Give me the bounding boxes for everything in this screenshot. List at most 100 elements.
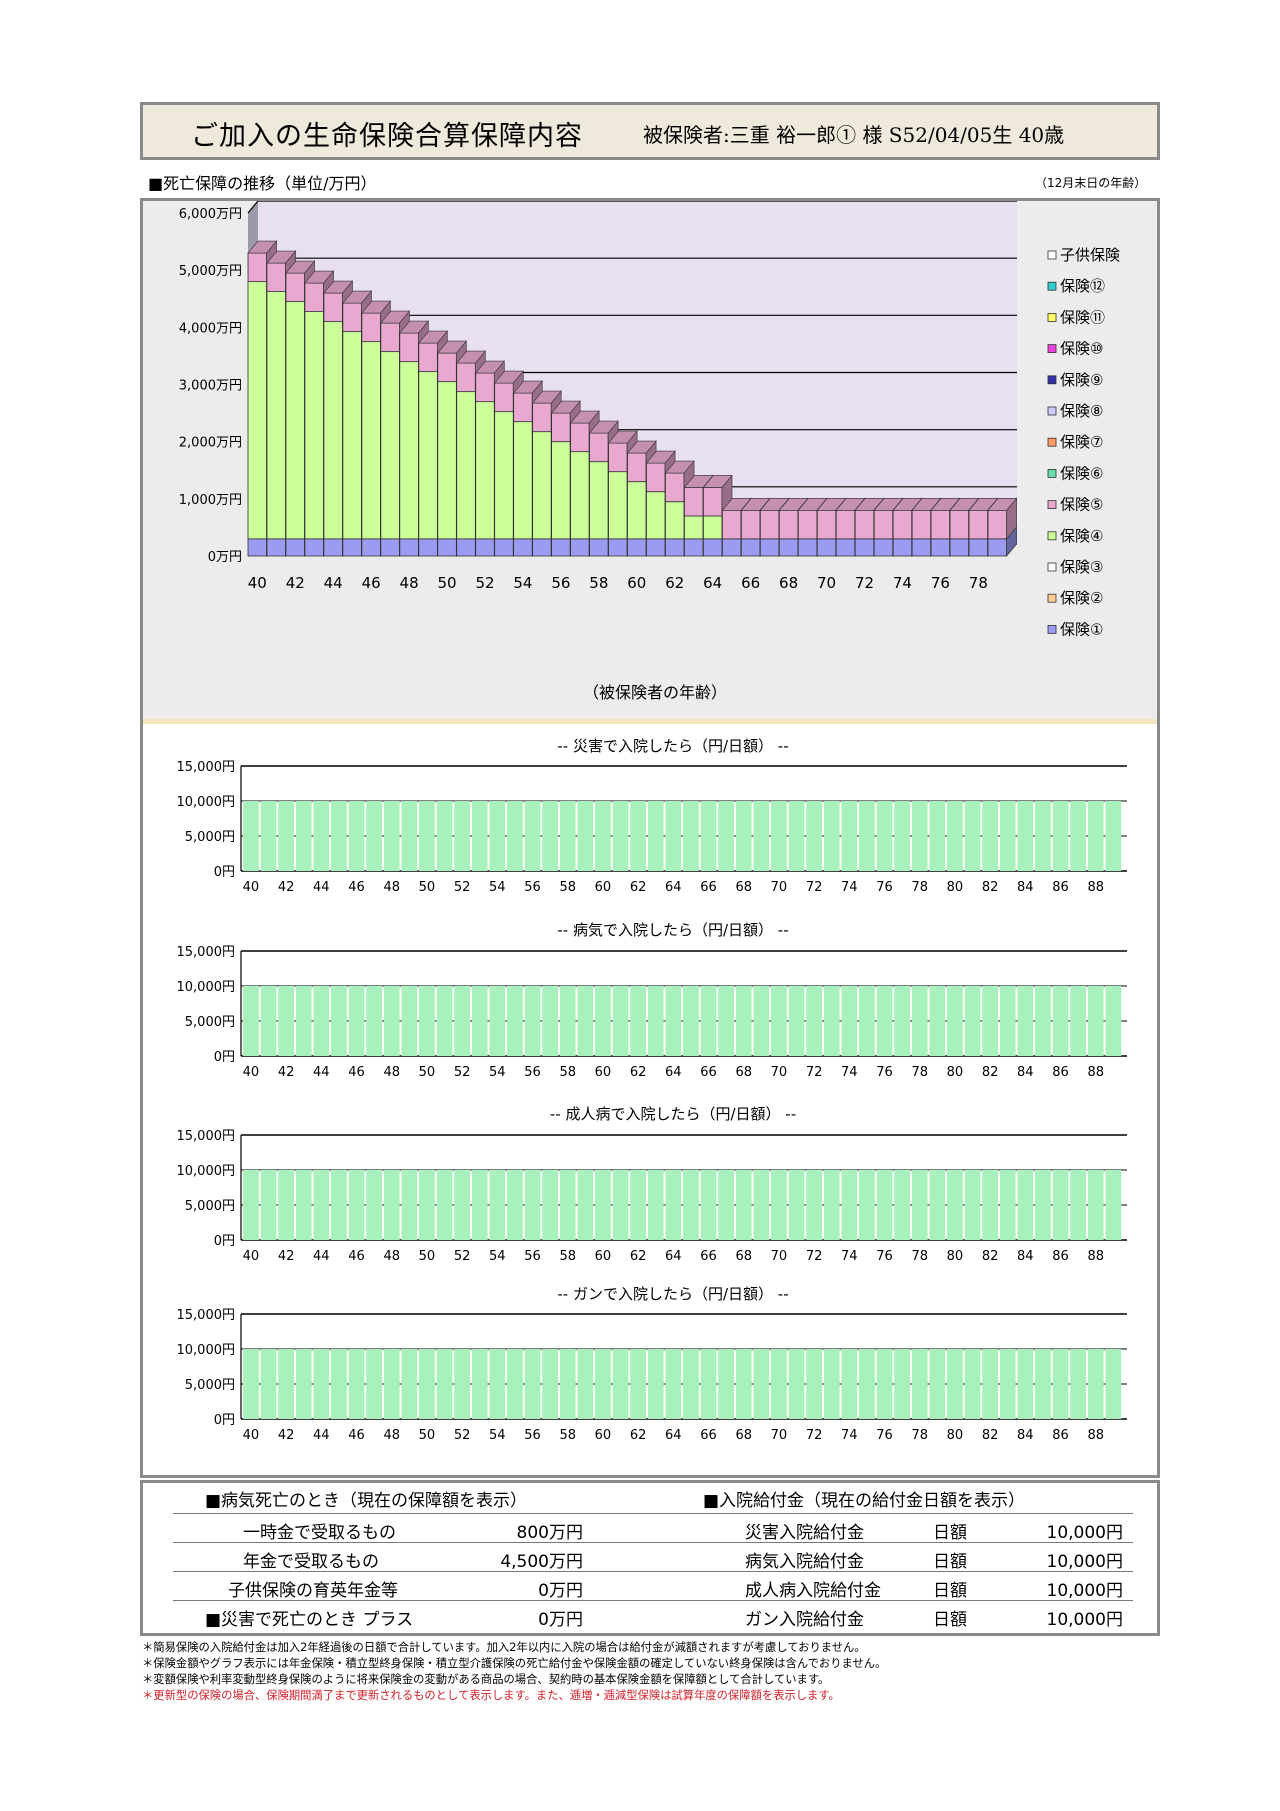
x-tick-label: 46	[348, 1065, 365, 1080]
x-tick-label: 80	[947, 1428, 964, 1443]
bar-segment	[380, 322, 400, 353]
bar	[665, 1170, 682, 1240]
bar	[524, 1170, 541, 1240]
bar	[823, 986, 840, 1056]
bar	[788, 801, 805, 871]
bar	[1052, 801, 1069, 871]
x-tick-label: 54	[513, 574, 532, 592]
x-tick-label: 84	[1017, 880, 1034, 895]
x-tick-label: 84	[1017, 1249, 1034, 1264]
bar	[436, 1170, 453, 1240]
bar	[630, 1170, 647, 1240]
bar	[507, 986, 523, 1056]
x-tick-label: 44	[324, 574, 343, 592]
bar	[894, 1170, 911, 1240]
bar-segment	[759, 538, 780, 557]
y-tick-label: 10,000円	[177, 1343, 236, 1358]
x-tick-label: 48	[383, 880, 400, 895]
bar-segment	[911, 509, 932, 540]
bar	[1017, 986, 1034, 1056]
x-tick-label: 66	[700, 1428, 717, 1443]
x-tick-label: 44	[313, 1428, 330, 1443]
x-tick-label: 48	[383, 1065, 400, 1080]
x-tick-label: 66	[700, 1249, 717, 1264]
bar	[260, 986, 277, 1056]
x-tick-label: 80	[947, 1065, 964, 1080]
bar-segment	[778, 509, 799, 540]
bar-segment	[342, 538, 362, 557]
bar	[524, 986, 541, 1056]
bar	[841, 801, 858, 871]
bar	[876, 801, 893, 871]
cancer-benefit-value: 10,000円	[1046, 1610, 1123, 1630]
x-tick-label: 74	[893, 574, 912, 592]
bar-segment	[399, 538, 419, 557]
bar	[331, 986, 347, 1056]
bar-segment	[930, 538, 951, 557]
x-tick-label: 68	[735, 1065, 752, 1080]
bar-segment	[247, 281, 267, 540]
bar-top	[626, 440, 657, 454]
bar-segment	[551, 412, 571, 443]
footnote-highlight: ＊更新型の保険の場合、保険期間満了まで更新されるものとして表示します。また、逓増…	[142, 1689, 840, 1702]
bar-top	[569, 410, 600, 424]
bar	[1052, 986, 1069, 1056]
bar	[489, 801, 506, 871]
bar	[806, 986, 823, 1056]
bar	[771, 1349, 787, 1419]
bar	[911, 801, 928, 871]
x-tick-label: 86	[1052, 1428, 1069, 1443]
legend-swatch	[1047, 437, 1057, 447]
bar-segment	[304, 282, 324, 313]
bar-segment	[570, 538, 590, 557]
child-pension-value: 0万円	[538, 1581, 583, 1601]
legend-swatch	[1047, 344, 1057, 354]
x-tick-label: 48	[383, 1249, 400, 1264]
bar-top	[399, 320, 430, 334]
bar-segment	[418, 342, 438, 373]
x-tick-label: 58	[559, 880, 576, 895]
bar	[806, 801, 823, 871]
bar	[612, 801, 629, 871]
accident-benefit-label: 災害入院給付金	[745, 1523, 864, 1543]
bar	[542, 1170, 559, 1240]
bar	[278, 1349, 295, 1419]
bar	[489, 1170, 506, 1240]
bar	[313, 1349, 330, 1419]
bar-segment	[570, 422, 590, 453]
bar	[577, 1170, 594, 1240]
bar	[612, 1170, 629, 1240]
x-tick-label: 86	[1052, 1249, 1069, 1264]
bar	[419, 801, 435, 871]
bar	[331, 1170, 347, 1240]
x-tick-label: 50	[419, 1065, 436, 1080]
annuity-label: 年金で受取るもの	[243, 1552, 379, 1572]
legend-swatch	[1047, 406, 1057, 416]
x-tick-label: 68	[779, 574, 798, 592]
x-tick-label: 50	[419, 1249, 436, 1264]
bar	[700, 1170, 717, 1240]
bar-segment	[513, 538, 533, 557]
legend-label: 保険⑨	[1060, 371, 1103, 389]
bar	[859, 1170, 875, 1240]
bar	[1052, 1170, 1069, 1240]
bar-segment	[759, 509, 780, 540]
x-tick-label: 78	[911, 1428, 928, 1443]
bar	[876, 986, 893, 1056]
x-tick-label: 80	[947, 1249, 964, 1264]
bar-segment	[418, 538, 438, 557]
bar	[894, 1349, 911, 1419]
bar	[1105, 986, 1122, 1056]
bar-segment	[627, 481, 647, 540]
x-tick-label: 62	[630, 1249, 647, 1264]
bar	[806, 1349, 823, 1419]
bar	[454, 1170, 471, 1240]
bar-segment	[797, 538, 818, 557]
bar	[735, 1170, 752, 1240]
bar	[507, 1349, 523, 1419]
bar	[243, 801, 259, 871]
accident-benefit-value: 10,000円	[1046, 1523, 1123, 1543]
bar	[911, 986, 928, 1056]
x-tick-label: 56	[551, 574, 570, 592]
bar	[700, 801, 717, 871]
